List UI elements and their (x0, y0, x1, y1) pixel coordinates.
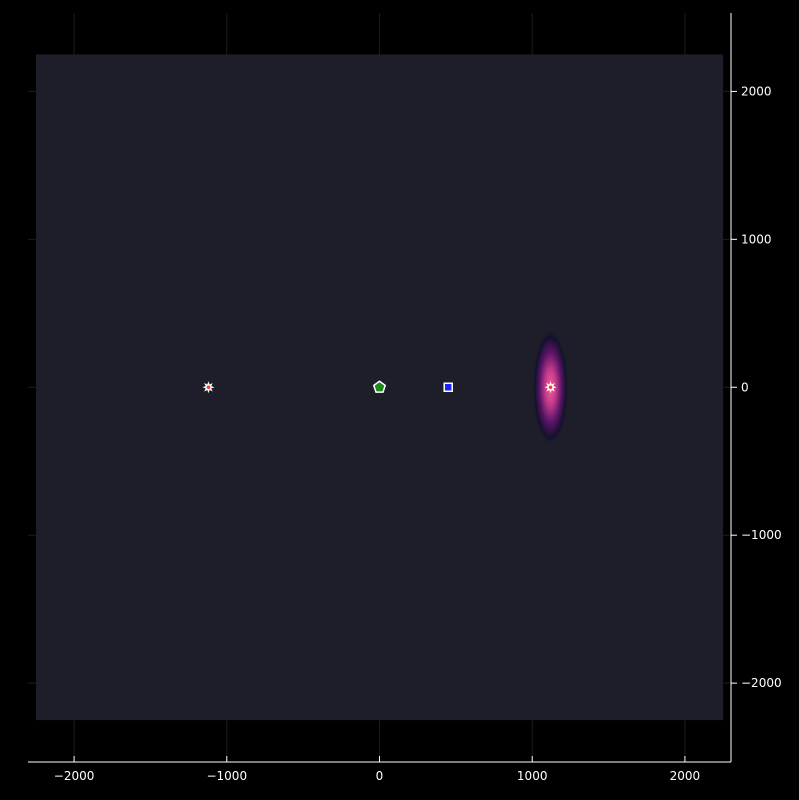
square-marker (443, 382, 453, 393)
star-marker-right (544, 381, 557, 394)
pentagon-marker (372, 380, 387, 393)
x-tick-label: 1000 (517, 769, 548, 783)
y-tick-label: 2000 (741, 84, 772, 98)
x-tick-label: −1000 (206, 769, 247, 783)
x-tick-label: −2000 (54, 769, 95, 783)
y-tick-label: 1000 (741, 232, 772, 246)
x-tick-label: 2000 (670, 769, 701, 783)
star-marker-left (202, 381, 215, 394)
y-tick-label: −1000 (741, 528, 782, 542)
markers (202, 380, 557, 394)
y-tick-label: −2000 (741, 676, 782, 690)
x-tick-label: 0 (376, 769, 384, 783)
tick-labels: −2000 −1000 0 1000 2000 2000 1000 0 −1000 −2000 (54, 84, 782, 783)
y-tick-label: 0 (741, 380, 749, 394)
